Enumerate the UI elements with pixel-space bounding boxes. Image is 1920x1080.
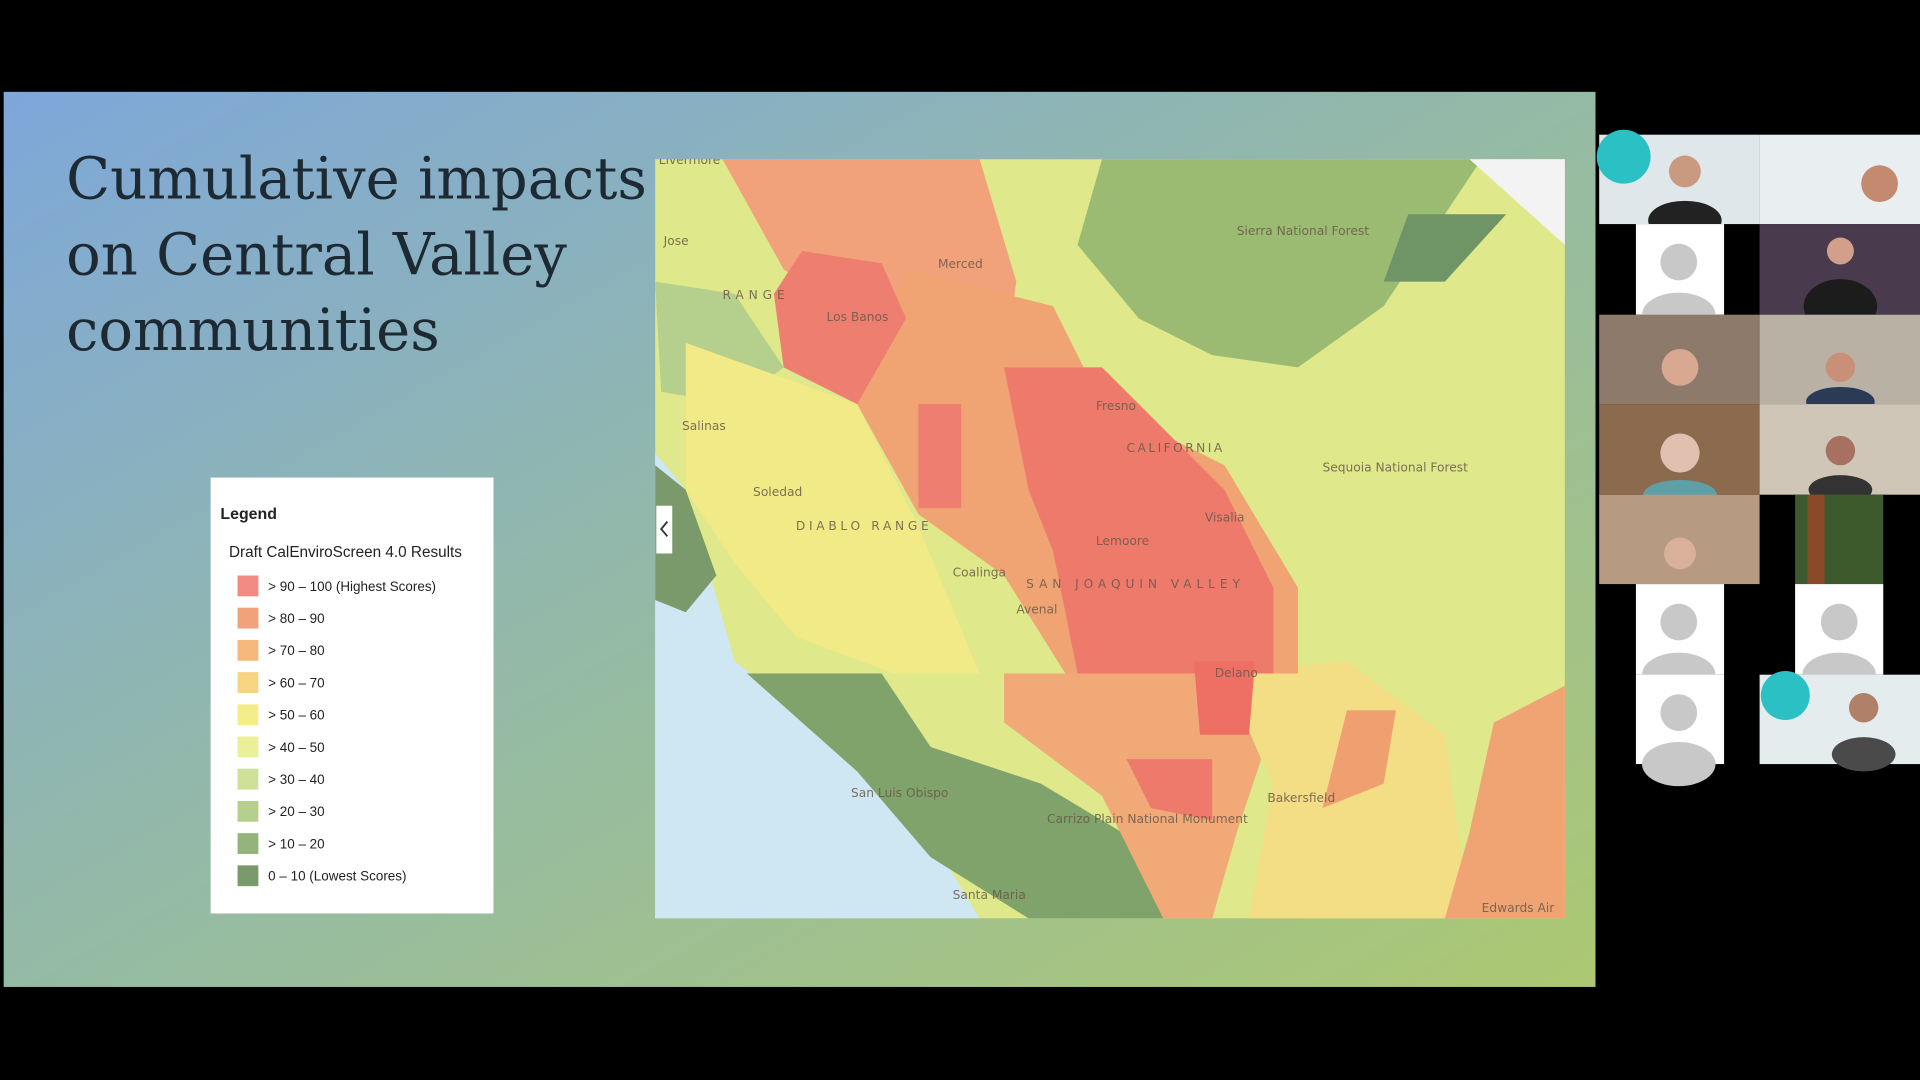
legend-swatch — [237, 704, 259, 726]
participant-head — [1826, 237, 1854, 265]
avatar-head — [1820, 603, 1858, 641]
legend-swatch — [237, 639, 259, 661]
participant-head — [1668, 155, 1701, 188]
participants-panel — [1596, 129, 1920, 787]
region — [1193, 661, 1256, 735]
legend-swatch — [237, 833, 259, 854]
place-label: RANGE — [722, 288, 789, 302]
place-label: Salinas — [682, 419, 726, 433]
place-label: SAN JOAQUIN VALLEY — [1026, 577, 1245, 591]
collapse-button[interactable] — [656, 505, 673, 554]
place-label: Merced — [938, 257, 983, 271]
place-label: Jose — [663, 234, 689, 248]
place-label: Coalinga — [953, 566, 1006, 580]
legend-heading: Legend — [220, 506, 277, 523]
place-label: Soledad — [753, 485, 802, 499]
title-line: communities — [66, 297, 440, 364]
region — [746, 673, 1164, 919]
legend-layer: Draft CalEnviroScreen 4.0 Results — [229, 544, 462, 561]
legend-item-label: > 10 – 20 — [268, 836, 324, 851]
legend-item-label: > 70 – 80 — [268, 643, 324, 658]
tree-trunk — [1807, 494, 1825, 585]
region — [773, 251, 907, 405]
place-label: Los Banos — [827, 310, 889, 324]
collapse-button-bg[interactable] — [656, 505, 673, 554]
place-label: Sierra National Forest — [1237, 224, 1370, 238]
map-corner — [1469, 159, 1565, 245]
participant-head — [1825, 435, 1856, 466]
legend-item-label: > 50 – 60 — [268, 708, 324, 723]
place-label: San Luis Obispo — [851, 786, 948, 800]
collapse-icon[interactable] — [660, 521, 669, 537]
legend-swatch — [237, 768, 259, 790]
region — [1444, 685, 1565, 919]
tile-badge — [1596, 129, 1651, 184]
place-label: Sequoia National Forest — [1322, 460, 1468, 474]
legend-item-label: > 20 – 30 — [268, 804, 324, 819]
place-label: Santa Maria — [953, 888, 1026, 902]
region — [918, 404, 962, 509]
map-labels: Livermore Jose RANGE Merced Los Banos Fr… — [659, 153, 1556, 915]
region — [1077, 159, 1482, 368]
region — [1322, 710, 1396, 809]
avatar-body — [1642, 742, 1716, 787]
place-label: Carrizo Plain National Monument — [1047, 812, 1248, 826]
legend-item-label: 0 – 10 (Lowest Scores) — [268, 869, 406, 884]
place-label: DIABLO RANGE — [796, 519, 933, 533]
tile-badge — [1760, 671, 1810, 720]
place-label: Lemoore — [1096, 534, 1149, 548]
region — [685, 342, 980, 674]
participant-head — [1825, 352, 1856, 383]
avatar-head — [1660, 603, 1698, 641]
region — [1004, 673, 1262, 919]
place-label: Fresno — [1096, 399, 1136, 413]
slide-title: Cumulative impacts on Central Valley com… — [66, 145, 647, 364]
participant-body — [1831, 737, 1896, 772]
place-label: Delano — [1215, 666, 1258, 680]
participant-head — [1861, 165, 1898, 203]
avatar-head — [1660, 243, 1698, 281]
legend-item-label: > 80 – 90 — [268, 611, 324, 626]
place-label: Visalia — [1205, 511, 1245, 525]
place-label: CALIFORNIA — [1127, 441, 1225, 455]
ocean — [655, 453, 980, 919]
legend-item-label: > 30 – 40 — [268, 772, 324, 787]
region — [1383, 214, 1507, 282]
place-label: Bakersfield — [1267, 791, 1335, 805]
participant-head — [1661, 348, 1699, 386]
legend-item-label: > 40 – 50 — [268, 740, 324, 755]
legend-swatch — [237, 800, 259, 822]
title-line: Cumulative impacts — [66, 145, 647, 212]
place-label: Edwards Air — [1482, 901, 1556, 915]
legend: Legend Draft CalEnviroScreen 4.0 Results… — [210, 477, 494, 914]
region — [1126, 759, 1213, 821]
title-line: on Central Valley — [66, 221, 567, 288]
legend-swatch — [237, 865, 259, 887]
legend-item-label: > 60 – 70 — [268, 675, 324, 690]
legend-item-label: > 90 – 100 (Highest Scores) — [268, 579, 436, 594]
avatar-head — [1660, 694, 1698, 732]
legend-swatch — [237, 736, 259, 758]
place-label: Livermore — [659, 153, 720, 167]
map: Livermore Jose RANGE Merced Los Banos Fr… — [655, 153, 1565, 919]
legend-swatch — [237, 575, 259, 597]
participant-head — [1660, 433, 1700, 473]
region — [655, 465, 717, 613]
participant-head — [1664, 537, 1696, 570]
legend-swatch — [237, 607, 259, 629]
place-label: Avenal — [1016, 602, 1057, 616]
region — [1004, 367, 1274, 674]
legend-swatch — [237, 672, 259, 693]
participant-head — [1848, 693, 1879, 723]
